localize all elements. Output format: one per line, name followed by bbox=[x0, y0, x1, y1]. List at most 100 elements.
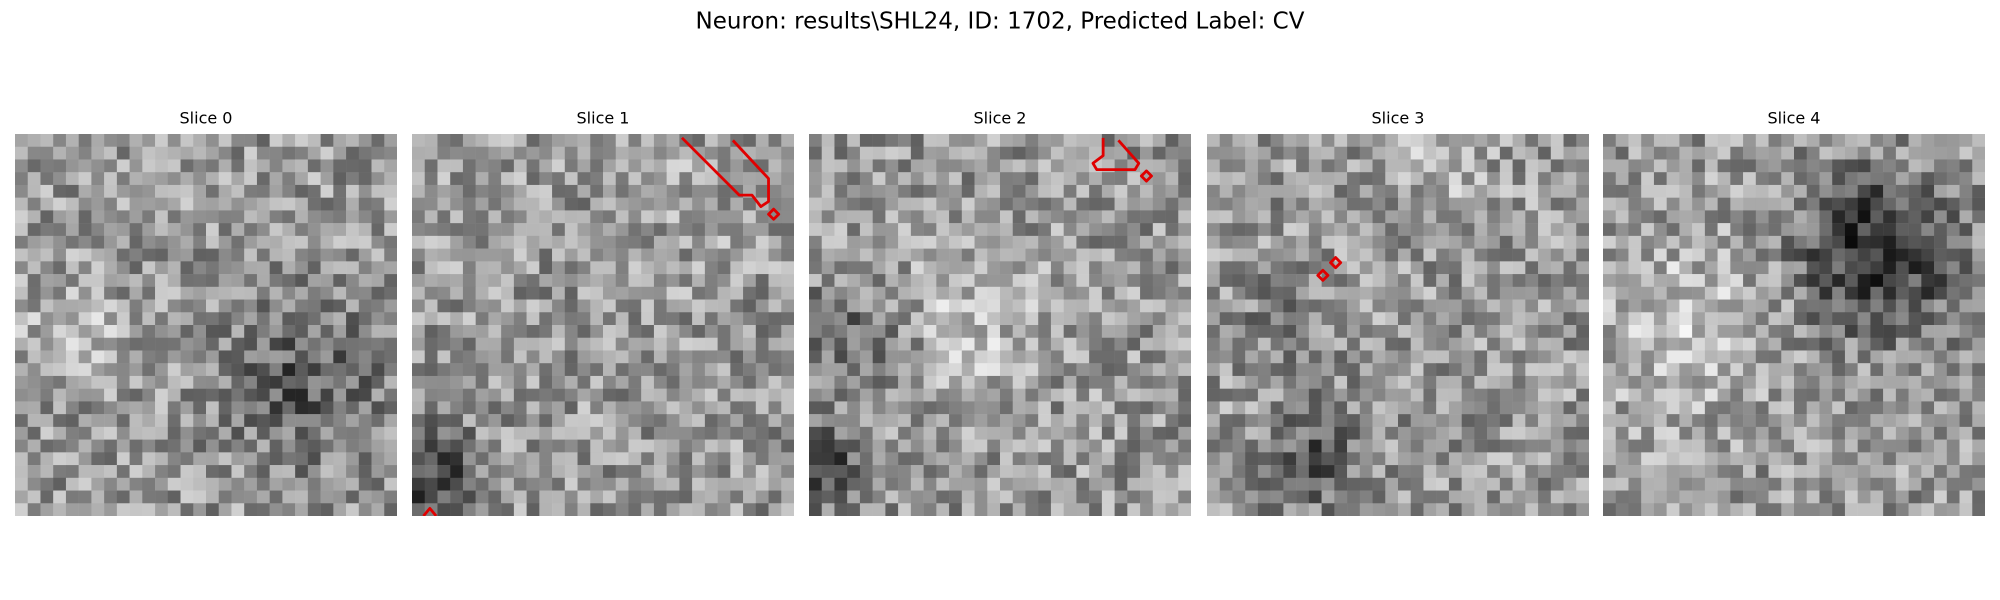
pixel bbox=[116, 299, 130, 313]
pixel bbox=[1794, 223, 1807, 237]
pixel bbox=[1563, 248, 1577, 262]
pixel bbox=[142, 235, 156, 249]
pixel bbox=[1436, 184, 1450, 198]
pixel bbox=[898, 477, 912, 491]
pixel bbox=[1423, 401, 1437, 415]
pixel bbox=[1372, 235, 1386, 249]
pixel bbox=[231, 184, 245, 198]
pixel bbox=[1101, 439, 1115, 453]
pixel bbox=[552, 388, 566, 402]
pixel bbox=[679, 325, 693, 338]
pixel bbox=[333, 286, 347, 300]
pixel bbox=[15, 299, 28, 313]
pixel bbox=[1076, 159, 1090, 173]
pixel bbox=[78, 426, 92, 440]
pixel bbox=[1140, 197, 1154, 211]
pixel bbox=[1538, 363, 1552, 377]
pixel bbox=[743, 210, 757, 224]
pixel bbox=[1219, 477, 1233, 491]
pixel bbox=[155, 363, 169, 377]
pixel bbox=[1934, 146, 1948, 160]
pixel bbox=[1550, 503, 1564, 516]
pixel bbox=[1207, 274, 1220, 288]
pixel bbox=[27, 350, 41, 364]
pixel bbox=[704, 401, 718, 415]
pixel bbox=[116, 490, 130, 504]
pixel bbox=[1653, 159, 1667, 173]
pixel bbox=[564, 363, 578, 377]
pixel bbox=[1423, 223, 1437, 237]
pixel bbox=[1844, 477, 1858, 491]
pixel bbox=[53, 414, 67, 428]
pixel bbox=[1089, 248, 1103, 262]
pixel bbox=[910, 197, 924, 211]
pixel bbox=[1127, 312, 1141, 326]
pixel bbox=[730, 159, 744, 173]
pixel bbox=[666, 363, 680, 377]
pixel bbox=[1972, 388, 1985, 402]
pixel bbox=[27, 172, 41, 186]
pixel bbox=[1410, 414, 1424, 428]
pixel bbox=[692, 388, 706, 402]
pixel bbox=[1870, 299, 1884, 313]
pixel bbox=[1641, 465, 1655, 479]
pixel bbox=[628, 426, 642, 440]
pixel bbox=[1743, 223, 1757, 237]
pixel bbox=[1089, 325, 1103, 338]
pixel bbox=[53, 426, 67, 440]
pixel bbox=[1372, 363, 1386, 377]
pixel bbox=[1012, 146, 1026, 160]
pixel bbox=[1844, 363, 1858, 377]
pixel bbox=[1512, 223, 1526, 237]
pixel bbox=[295, 465, 309, 479]
pixel bbox=[1423, 325, 1437, 338]
pixel bbox=[218, 172, 232, 186]
pixel bbox=[53, 223, 67, 237]
pixel bbox=[1165, 439, 1179, 453]
pixel bbox=[653, 210, 667, 224]
pixel bbox=[615, 426, 629, 440]
panel-title: Slice 4 bbox=[1768, 109, 1821, 128]
pixel bbox=[1359, 426, 1373, 440]
pixel bbox=[412, 235, 425, 249]
pixel bbox=[307, 503, 321, 516]
pixel bbox=[371, 299, 385, 313]
pixel bbox=[1550, 414, 1564, 428]
pixel bbox=[513, 465, 527, 479]
pixel bbox=[1050, 184, 1064, 198]
pixel bbox=[859, 426, 873, 440]
pixel bbox=[717, 452, 731, 466]
pixel bbox=[717, 274, 731, 288]
pixel bbox=[1436, 210, 1450, 224]
pixel bbox=[615, 261, 629, 275]
pixel bbox=[1959, 452, 1973, 466]
pixel bbox=[1398, 363, 1411, 377]
pixel bbox=[1743, 465, 1757, 479]
pixel bbox=[1603, 477, 1616, 491]
pixel bbox=[129, 350, 143, 364]
pixel bbox=[885, 337, 899, 351]
pixel bbox=[333, 197, 347, 211]
pixel bbox=[1717, 426, 1731, 440]
pixel bbox=[1219, 414, 1233, 428]
pixel bbox=[1461, 337, 1475, 351]
pixel bbox=[692, 337, 706, 351]
pixel bbox=[269, 159, 283, 173]
pixel bbox=[1870, 146, 1884, 160]
pixel bbox=[155, 490, 169, 504]
pixel bbox=[692, 248, 706, 262]
pixel bbox=[1257, 235, 1271, 249]
pixel bbox=[104, 184, 118, 198]
pixel bbox=[1140, 159, 1154, 173]
pixel bbox=[193, 223, 207, 237]
pixel bbox=[1089, 375, 1103, 389]
pixel bbox=[564, 490, 578, 504]
pixel bbox=[1743, 350, 1757, 364]
pixel bbox=[1883, 312, 1897, 326]
pixel bbox=[231, 452, 245, 466]
pixel bbox=[1114, 363, 1128, 377]
pixel bbox=[743, 299, 757, 313]
pixel bbox=[488, 439, 502, 453]
pixel bbox=[1461, 388, 1475, 402]
pixel bbox=[974, 426, 988, 440]
